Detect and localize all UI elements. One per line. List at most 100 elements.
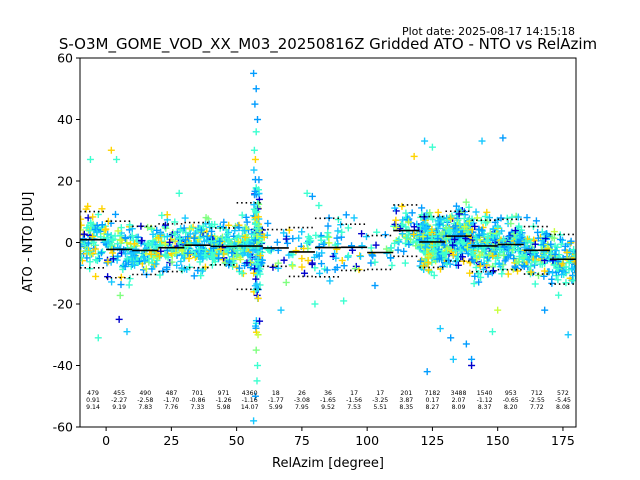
scatter-point — [435, 255, 443, 263]
scatter-point — [254, 294, 262, 302]
scatter-point — [191, 229, 199, 237]
scatter-point — [507, 220, 515, 228]
scatter-point — [466, 269, 474, 277]
scatter-point — [253, 232, 261, 240]
scatter-point — [514, 213, 522, 221]
scatter-point — [238, 211, 246, 219]
scatter-point — [547, 249, 555, 257]
scatter-point — [425, 252, 433, 260]
scatter-point — [534, 234, 542, 242]
scatter-point — [222, 234, 230, 242]
scatter-point — [190, 234, 198, 242]
scatter-point — [250, 417, 258, 425]
bin-annotation-std: 8.35 — [399, 404, 413, 411]
bin-annotation-n: 17 — [376, 390, 384, 397]
bin-annotation-n: 3488 — [451, 390, 467, 397]
scatter-point — [94, 334, 102, 342]
scatter-point — [565, 258, 573, 266]
scatter-point — [200, 237, 208, 245]
scatter-point — [505, 233, 513, 241]
scatter-point — [472, 263, 480, 271]
scatter-point — [269, 263, 277, 271]
scatter-point — [251, 187, 259, 195]
scatter-point — [541, 306, 549, 314]
scatter-point — [149, 230, 157, 238]
scatter-point — [338, 256, 346, 264]
scatter-point — [251, 214, 259, 222]
x-tick-label: 0 — [102, 433, 110, 448]
scatter-point — [145, 255, 153, 263]
scatter-point — [412, 242, 420, 250]
scatter-point — [253, 255, 261, 263]
scatter-point — [527, 239, 535, 247]
scatter-point — [477, 273, 485, 281]
scatter-point — [317, 260, 325, 268]
scatter-point — [131, 240, 139, 248]
scatter-point — [197, 272, 205, 280]
scatter-point — [242, 213, 250, 221]
scatter-point — [472, 235, 480, 243]
scatter-point — [541, 252, 549, 260]
scatter-point — [312, 231, 320, 239]
scatter-point — [403, 234, 411, 242]
scatter-point — [273, 238, 281, 246]
scatter-point — [250, 269, 258, 277]
scatter-point — [350, 214, 358, 222]
scatter-point — [199, 222, 207, 230]
scatter-point — [323, 233, 331, 241]
bin-annotation-mean: -3.25 — [372, 397, 388, 404]
scatter-point — [478, 137, 486, 145]
scatter-point — [371, 258, 379, 266]
scatter-point — [80, 254, 85, 262]
scatter-point — [282, 278, 290, 286]
bin-annotation-mean: -2.58 — [137, 397, 153, 404]
scatter-point — [298, 263, 306, 271]
y-tick-label: 20 — [57, 174, 73, 189]
scatter-point — [208, 227, 216, 235]
scatter-point — [554, 276, 562, 284]
y-tick-label: 60 — [57, 51, 73, 66]
scatter-point — [524, 255, 532, 263]
scatter-point — [109, 235, 117, 243]
scatter-point — [388, 261, 396, 269]
scatter-point — [459, 239, 467, 247]
scatter-point — [235, 264, 243, 272]
scatter-point — [449, 241, 457, 249]
scatter-point — [115, 315, 123, 323]
x-tick-label: 100 — [355, 433, 379, 448]
scatter-point — [156, 271, 164, 279]
x-tick-label: 75 — [294, 433, 310, 448]
x-tick-label: 50 — [229, 433, 245, 448]
bin-annotation-mean: -1.77 — [268, 397, 284, 404]
scatter-point — [134, 259, 142, 267]
scatter-point — [470, 219, 478, 227]
scatter-point — [159, 267, 167, 275]
scatter-point — [478, 226, 486, 234]
scatter-point — [514, 257, 522, 265]
scatter-point — [485, 251, 493, 259]
scatter-point — [468, 362, 476, 369]
scatter-point — [451, 236, 459, 244]
bin-annotation-n: 572 — [557, 390, 569, 397]
scatter-point — [116, 291, 124, 299]
scatter-point — [362, 233, 370, 241]
scatter-point — [289, 262, 297, 270]
scatter-point — [98, 221, 106, 229]
scatter-point — [131, 261, 139, 269]
scatter-point — [107, 146, 115, 154]
scatter-point — [494, 223, 502, 231]
scatter-point — [408, 209, 416, 217]
scatter-point — [494, 254, 502, 262]
bin-annotation-mean: -1.70 — [163, 397, 179, 404]
scatter-point — [157, 247, 165, 255]
scatter-point — [457, 237, 465, 245]
scatter-point — [419, 233, 427, 241]
scatter-point — [202, 246, 210, 254]
scatter-point — [401, 259, 409, 267]
scatter-point — [395, 236, 403, 244]
scatter-point — [254, 362, 262, 369]
scatter-point — [166, 238, 174, 246]
bin-annotation-n: 4360 — [242, 390, 258, 397]
scatter-point — [323, 266, 331, 274]
scatter-point — [567, 237, 575, 245]
